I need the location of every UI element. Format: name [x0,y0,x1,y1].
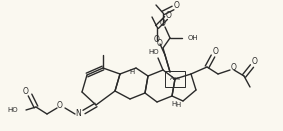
Text: O: O [231,64,237,72]
Text: O: O [174,1,180,10]
Text: O: O [160,20,166,29]
Text: HO: HO [7,107,18,113]
Text: O: O [252,58,258,67]
FancyBboxPatch shape [165,71,185,87]
Text: OH: OH [188,35,199,41]
Text: O: O [166,10,172,20]
Text: O: O [213,48,219,56]
Text: H: H [171,101,177,107]
Text: Aαs: Aαs [170,77,181,81]
Text: H: H [129,69,135,75]
Text: O: O [57,102,63,111]
Text: O: O [154,36,160,45]
Text: H: H [175,102,181,108]
Text: N: N [75,108,81,118]
Text: O: O [23,86,29,95]
Text: O: O [157,40,163,48]
Text: HO: HO [149,49,159,55]
